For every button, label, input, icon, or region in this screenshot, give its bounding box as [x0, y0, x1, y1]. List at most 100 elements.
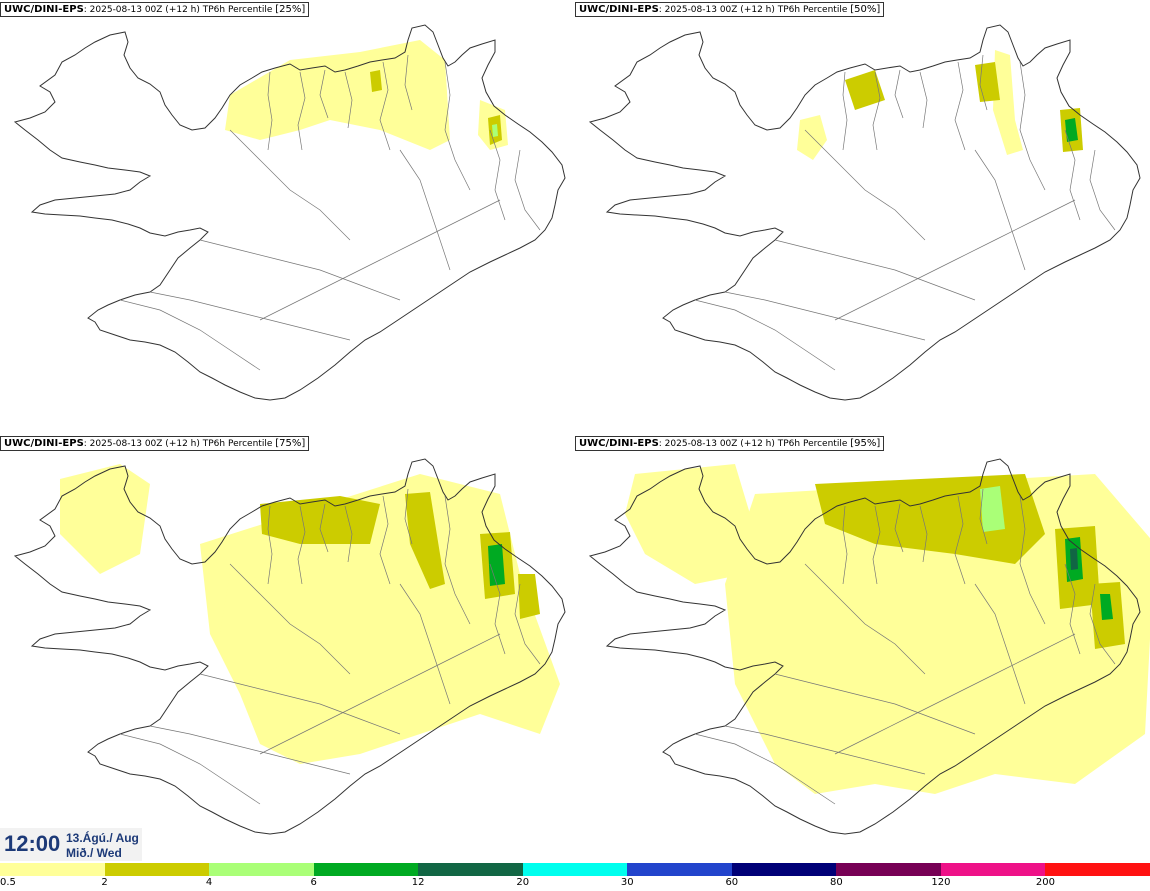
legend-tick-label: 0.5 — [0, 877, 16, 888]
precip-area-heavy — [405, 492, 445, 589]
road-line — [319, 69, 329, 119]
road-line — [724, 725, 926, 775]
road-line — [444, 495, 471, 625]
road-line — [1019, 61, 1046, 191]
coastline — [13, 458, 566, 835]
road-line — [149, 291, 351, 341]
legend-swatch — [940, 863, 1046, 876]
road-line — [404, 54, 413, 111]
precip-area — [725, 474, 1150, 794]
model-name: UWC/DINI-EPS — [4, 4, 84, 15]
road-line — [1089, 583, 1116, 665]
panel-title: UWC/DINI-EPS: 2025-08-13 00Z (+12 h) TP6… — [575, 2, 885, 17]
road-line — [974, 149, 1026, 271]
road-line — [229, 563, 351, 675]
road-line — [894, 503, 904, 553]
legend-swatch — [731, 863, 837, 876]
road-line — [1089, 149, 1116, 231]
road-line — [119, 299, 261, 371]
legend-tick-label: 120 — [931, 877, 951, 888]
map-panel-95: UWC/DINI-EPS: 2025-08-13 00Z (+12 h) TP6… — [575, 434, 1150, 864]
road-line — [834, 633, 1076, 755]
coastline — [588, 458, 1141, 835]
precip-area — [60, 464, 150, 574]
precip-area — [225, 40, 450, 150]
legend-tick-label: 20 — [516, 877, 530, 888]
road-line — [842, 505, 848, 585]
model-name: UWC/DINI-EPS — [4, 438, 84, 449]
legend-swatch — [627, 863, 732, 876]
legend-swatch — [313, 863, 419, 876]
road-line — [894, 69, 904, 119]
road-line — [444, 61, 471, 191]
road-line — [267, 505, 273, 585]
legend-tick-label: 200 — [1035, 877, 1055, 888]
road-line — [1064, 563, 1081, 655]
road-line — [1064, 129, 1081, 221]
road-line — [319, 503, 329, 553]
road-line — [259, 633, 501, 755]
road-line — [974, 583, 1026, 705]
road-line — [297, 71, 306, 151]
precip-area-heavy — [492, 124, 498, 137]
map-panel-50: UWC/DINI-EPS: 2025-08-13 00Z (+12 h) TP6… — [575, 0, 1150, 430]
road-line — [804, 563, 926, 675]
road-line — [919, 505, 928, 563]
precip-area-heavy — [980, 486, 1005, 532]
percentile: [75%] — [275, 438, 306, 449]
legend-tick-label: 4 — [205, 877, 213, 888]
legend-tick-label: 80 — [829, 877, 843, 888]
road-line — [489, 129, 506, 221]
legend-swatch — [522, 863, 628, 876]
legend-tick-label: 2 — [101, 877, 108, 888]
road-line — [774, 673, 976, 735]
road-line — [297, 505, 306, 585]
road-line — [199, 239, 401, 301]
run-info: : 2025-08-13 00Z (+12 h) TP6h Percentile — [83, 439, 276, 449]
road-line — [834, 199, 1076, 321]
road-line — [229, 129, 351, 241]
precip-area — [993, 50, 1023, 155]
panel-title: UWC/DINI-EPS: 2025-08-13 00Z (+12 h) TP6… — [575, 436, 885, 451]
road-line — [514, 149, 541, 231]
road-line — [954, 495, 966, 585]
road-line — [842, 71, 848, 151]
percentile: [50%] — [850, 4, 881, 15]
precip-area — [625, 464, 750, 584]
road-line — [514, 583, 541, 665]
run-info: : 2025-08-13 00Z (+12 h) TP6h Percentile — [658, 439, 851, 449]
valid-time-box: 12:00 13.Ágú./ Aug Mið./ Wed — [0, 828, 142, 861]
precip-area — [797, 115, 827, 160]
legend-swatch — [1045, 863, 1150, 876]
precip-area-heavy — [488, 544, 505, 586]
model-name: UWC/DINI-EPS — [579, 4, 659, 15]
legend-swatch — [104, 863, 210, 876]
iceland-map-25 — [13, 24, 566, 401]
coastline — [588, 24, 1141, 401]
precip-area — [200, 474, 560, 764]
road-line — [344, 505, 353, 563]
legend-tick-label: 6 — [310, 877, 317, 888]
legend-swatch — [0, 863, 105, 876]
precip-area-heavy — [1070, 548, 1078, 570]
panel-title: UWC/DINI-EPS: 2025-08-13 00Z (+12 h) TP6… — [0, 2, 310, 17]
map-panel-75: UWC/DINI-EPS: 2025-08-13 00Z (+12 h) TP6… — [0, 434, 575, 864]
road-line — [119, 733, 261, 805]
road-line — [979, 54, 988, 111]
road-line — [919, 71, 928, 129]
legend-tick-label: 12 — [411, 877, 425, 888]
road-line — [804, 129, 926, 241]
road-line — [1019, 495, 1046, 625]
precip-area-heavy — [518, 574, 540, 619]
road-line — [979, 488, 988, 545]
precip-area-heavy — [370, 70, 382, 92]
run-info: : 2025-08-13 00Z (+12 h) TP6h Percentile — [83, 5, 276, 15]
legend-color-bar — [0, 863, 1150, 876]
map-panel-25: UWC/DINI-EPS: 2025-08-13 00Z (+12 h) TP6… — [0, 0, 575, 430]
road-line — [379, 61, 391, 151]
road-line — [694, 733, 836, 805]
legend-swatch — [418, 863, 523, 876]
valid-date: 13.Ágú./ Aug — [66, 831, 139, 845]
road-line — [404, 488, 413, 545]
precip-area-heavy — [260, 496, 380, 544]
